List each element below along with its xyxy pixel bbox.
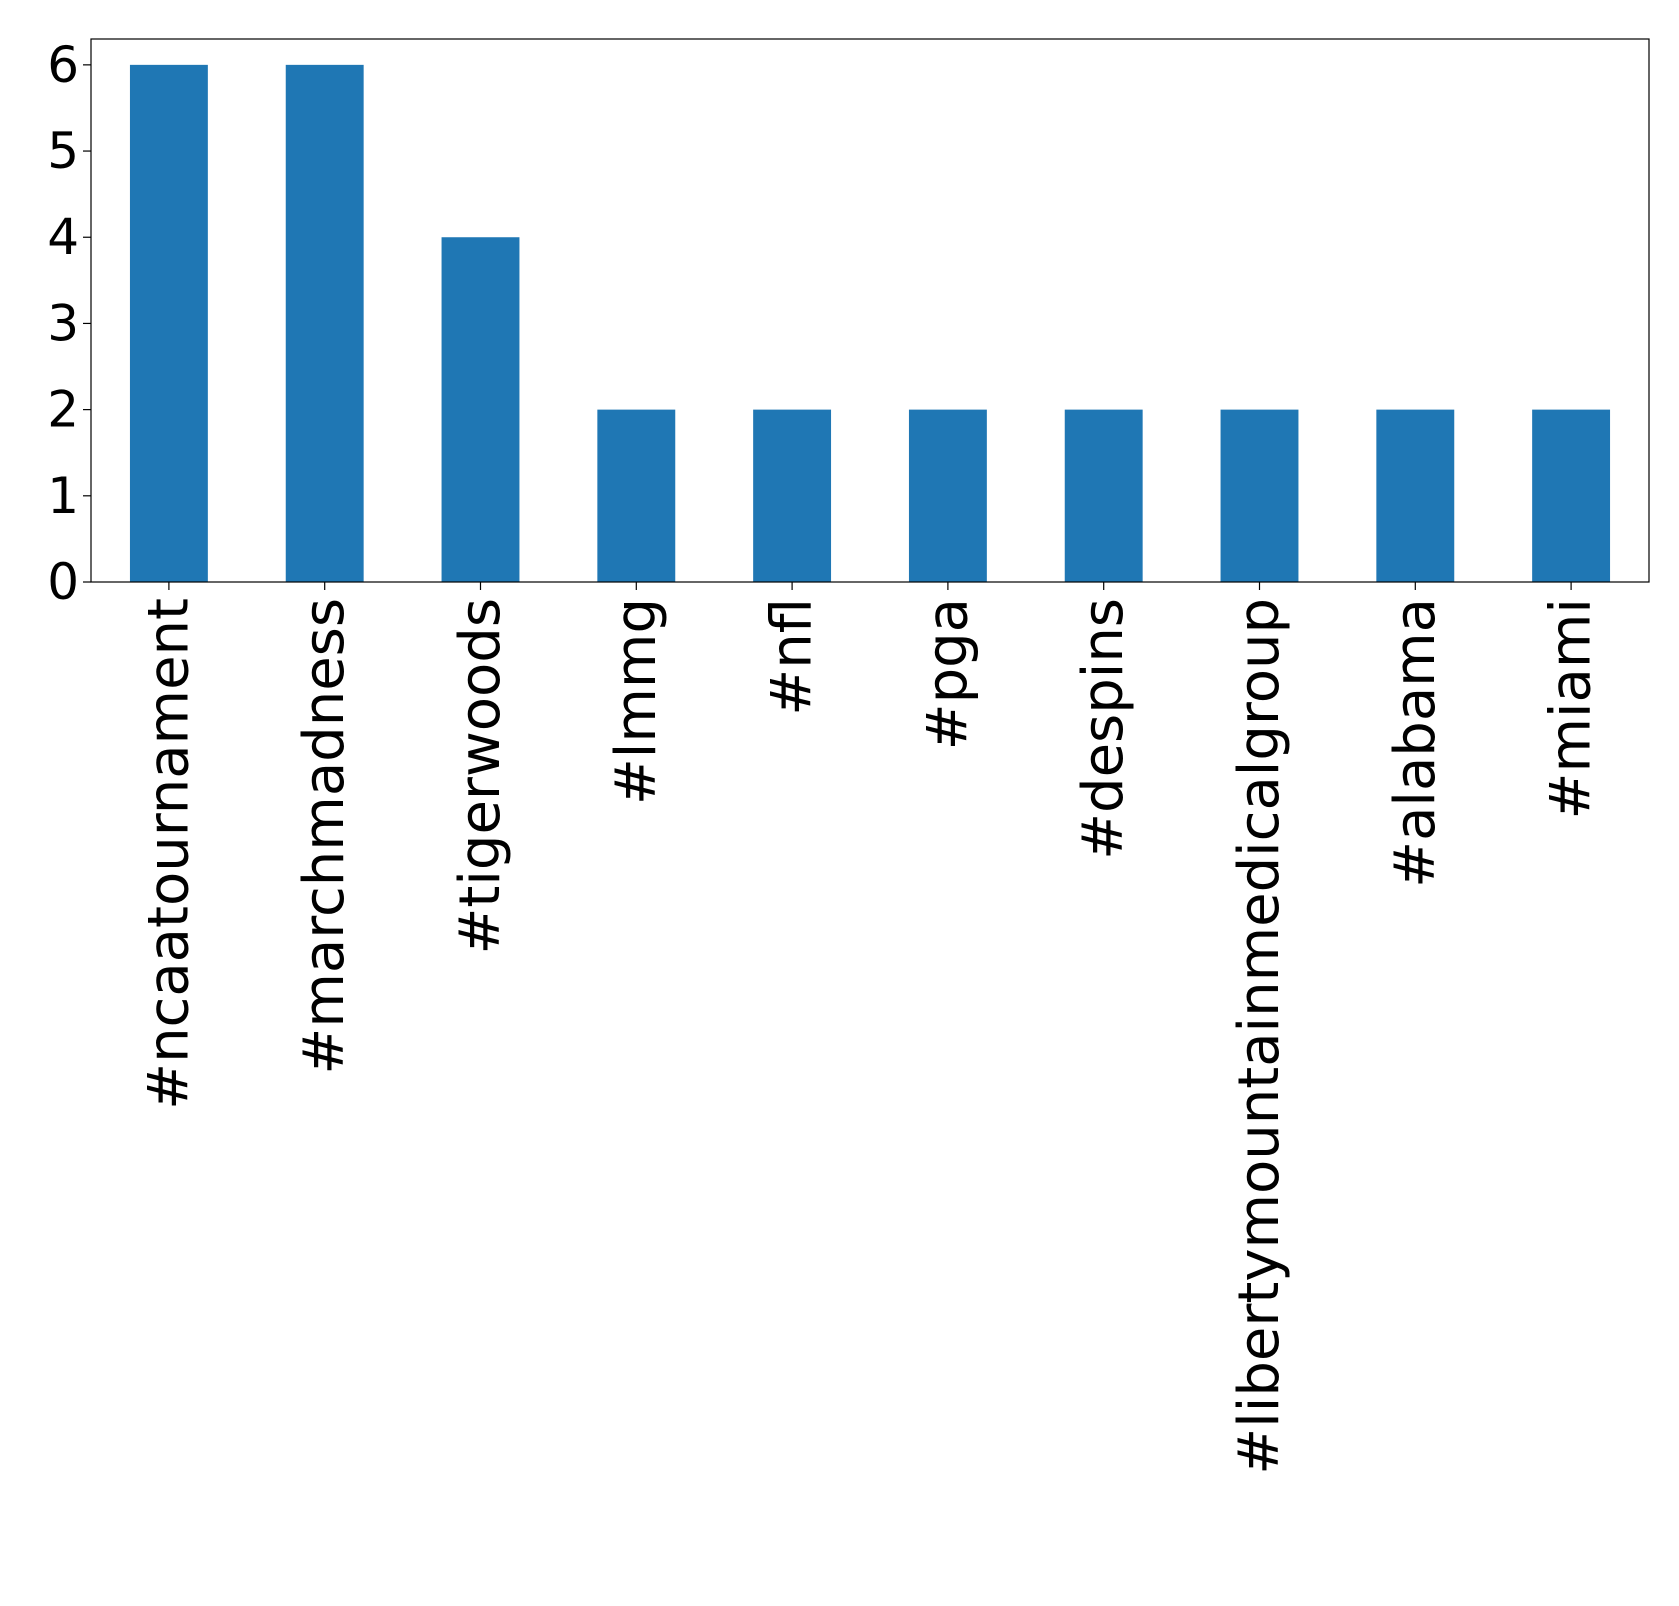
x-tick-label: #marchmadness [292,598,357,1075]
bar [1532,409,1611,582]
y-tick-label: 6 [47,36,79,94]
y-tick-label: 4 [47,208,79,266]
bar [1220,409,1299,582]
x-tick-label: #tigerwoods [448,598,513,955]
bar [441,237,520,582]
x-tick-label: #miami [1539,598,1604,819]
y-tick-label: 0 [47,553,79,611]
bar [597,409,676,582]
bar [285,64,364,583]
bars-layer [129,64,1611,583]
x-axis: #ncaatournament #marchmadness #tigerwoods #… [136,582,1604,1475]
y-tick-label: 3 [47,294,79,352]
bar [1376,409,1455,582]
bar [1064,409,1143,582]
x-tick-label: #libertymountainmedicalgroup [1227,598,1292,1475]
y-tick-label: 5 [47,122,79,180]
x-tick-label: #pga [915,598,980,750]
x-tick-label: #lmmg [604,598,669,805]
x-tick-label: #despins [1071,598,1136,860]
x-tick-label: #ncaatournament [136,598,201,1110]
y-axis: 0 1 2 3 4 5 6 [47,36,91,611]
y-tick-label: 1 [47,467,79,525]
bar [908,409,987,582]
x-tick-label: #nfl [760,598,825,716]
bar [753,409,832,582]
x-tick-label: #alabama [1383,598,1448,888]
y-tick-label: 2 [47,381,79,439]
plot-frame [90,38,1650,583]
bar [129,64,208,583]
